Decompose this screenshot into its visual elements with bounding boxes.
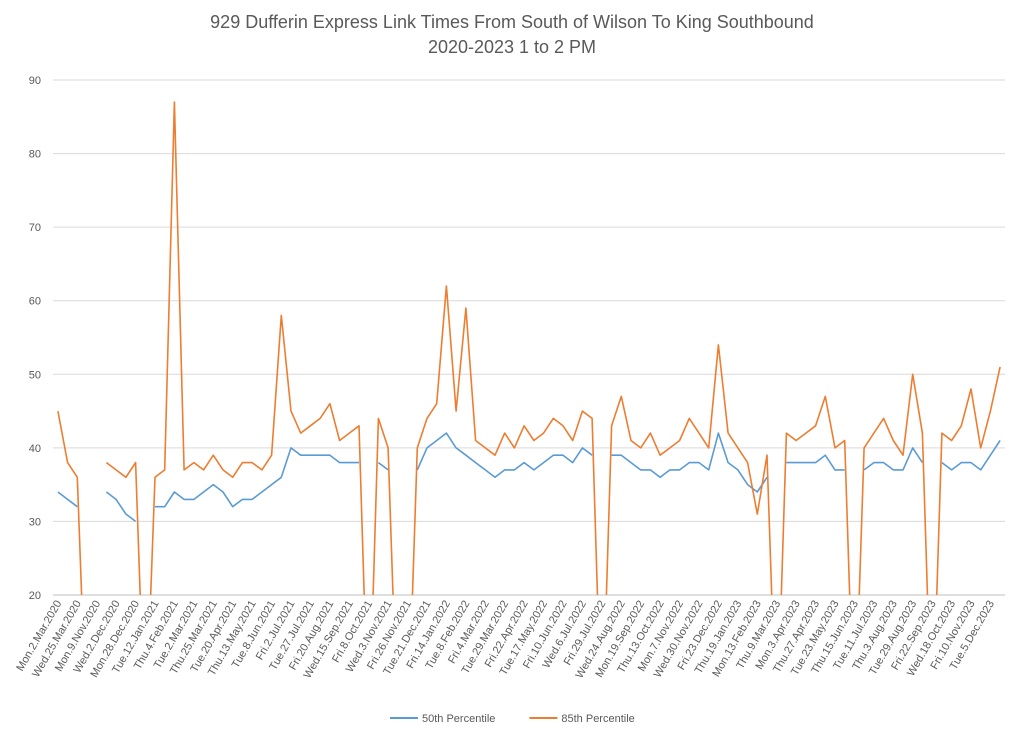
y-tick-label: 70	[29, 222, 41, 234]
y-tick-label: 30	[29, 516, 41, 528]
plot-area	[57, 101, 1001, 595]
y-tick-label: 20	[29, 590, 41, 602]
y-tick-label: 80	[29, 149, 41, 161]
y-tick-label: 90	[29, 75, 41, 87]
grid	[53, 79, 1005, 596]
y-tick-label: 60	[29, 296, 41, 308]
series-line	[57, 101, 1001, 595]
y-tick-label: 40	[29, 443, 41, 455]
y-tick-label: 50	[29, 369, 41, 381]
legend-label: 50th Percentile	[422, 713, 495, 725]
chart-title: 929 Dufferin Express Link Times From Sou…	[210, 12, 814, 32]
series-line	[57, 432, 1001, 523]
chart-subtitle: 2020-2023 1 to 2 PM	[428, 37, 596, 57]
axis-labels: 2030405060708090Mon.2.Mar.2020Wed.25.Mar…	[14, 75, 997, 725]
legend-label: 85th Percentile	[561, 713, 634, 725]
